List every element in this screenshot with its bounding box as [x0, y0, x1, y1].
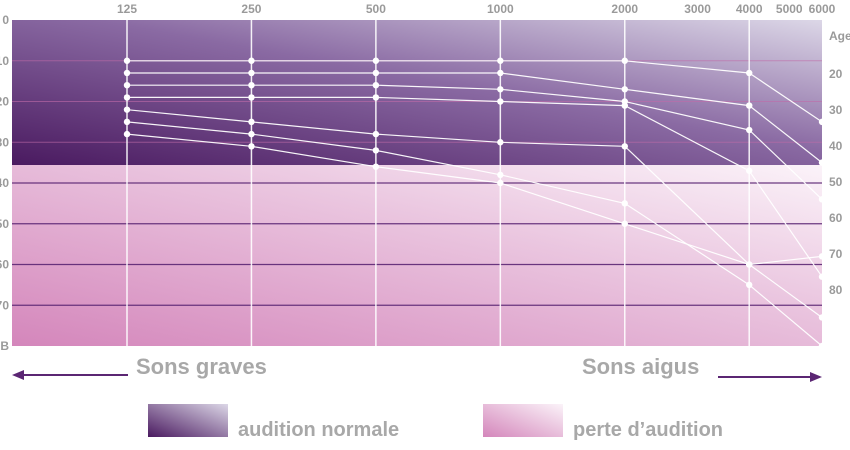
- series-3-point-4000: [746, 126, 753, 134]
- series-1-point-1000: [497, 57, 504, 64]
- series-3-point-1000: [497, 86, 504, 93]
- horizontal-gridlines: [12, 60, 822, 306]
- age-tick-80: 80: [829, 283, 843, 297]
- series-6-point-2000: [621, 200, 628, 207]
- series-3-point-125: [123, 82, 131, 89]
- age-tick-60: 60: [829, 211, 843, 225]
- series-7-point-4000: [746, 261, 753, 268]
- x-tick-4000: 4000: [736, 2, 763, 16]
- series-1-point-125: [123, 57, 131, 64]
- age-tick-50: 50: [829, 175, 843, 189]
- y-tick-0: 0: [2, 13, 9, 27]
- y-tick-70: 70: [0, 298, 9, 312]
- series-5-point-6000: [818, 314, 826, 321]
- series-5-point-250: [248, 118, 255, 126]
- series-4-point-6000: [818, 273, 826, 280]
- x-tick-2000: 2000: [611, 2, 638, 16]
- legend-label-loss: perte d’audition: [573, 419, 723, 441]
- series-7-point-2000: [621, 220, 628, 227]
- sons-graves-label: Sons graves: [136, 354, 267, 379]
- series-5-point-125: [123, 106, 131, 113]
- legend-swatch-normal: [148, 404, 228, 437]
- y-tick-10: 10: [0, 54, 9, 68]
- series-7-point-125: [123, 130, 131, 138]
- series-4-point-250: [248, 94, 255, 101]
- series-7-point-1000: [497, 179, 504, 187]
- age-tick-20: 20: [829, 67, 843, 81]
- x-tick-1000: 1000: [487, 2, 514, 16]
- y-tick-dB: dB: [0, 339, 9, 353]
- y-tick-30: 30: [0, 135, 9, 149]
- x-tick-6000: 6000: [809, 2, 836, 16]
- series-5-point-2000: [621, 143, 628, 150]
- series-1-point-6000: [818, 118, 826, 126]
- y-axis-tick-labels: 0 10 20 30 40 50 60 70 dB: [0, 13, 9, 353]
- legend-label-normal: audition normale: [238, 419, 399, 441]
- sons-aigus-label: Sons aigus: [582, 354, 699, 379]
- series-2-point-4000: [746, 102, 753, 109]
- x-tick-250: 250: [241, 2, 261, 16]
- series-4-point-1000: [497, 98, 504, 105]
- series-1-point-2000: [621, 57, 628, 64]
- series-1-point-250: [248, 57, 255, 64]
- series-2-point-6000: [818, 159, 826, 166]
- x-axis-tick-labels: 125 250 500 1000 2000 3000 4000 5000 6000: [117, 2, 836, 16]
- x-tick-5000: 5000: [776, 2, 803, 16]
- series-4-point-125: [123, 94, 131, 101]
- series-7-point-6000: [818, 253, 826, 260]
- normal-hearing-band: [12, 20, 822, 165]
- series-3-point-500: [372, 82, 380, 89]
- left-arrow-head: [12, 370, 24, 380]
- series-2-point-250: [248, 69, 255, 77]
- series-7-point-500: [372, 163, 380, 170]
- series-6-point-500: [372, 147, 380, 154]
- series-2-point-2000: [621, 86, 628, 93]
- y-tick-50: 50: [0, 217, 9, 231]
- series-5-point-1000: [497, 139, 504, 146]
- legend-swatch-loss: [483, 404, 563, 437]
- y-tick-20: 20: [0, 95, 9, 109]
- series-6-point-4000: [746, 281, 753, 289]
- series-3-point-250: [248, 82, 255, 89]
- series-6-point-1000: [497, 171, 504, 179]
- x-tick-500: 500: [366, 2, 386, 16]
- series-2-point-125: [123, 69, 131, 77]
- series-4-point-500: [372, 94, 380, 101]
- series-2-point-1000: [497, 69, 504, 77]
- series-3-point-6000: [818, 196, 826, 203]
- y-tick-40: 40: [0, 176, 9, 190]
- age-tick-70: 70: [829, 247, 843, 261]
- series-6-point-125: [123, 118, 131, 126]
- series-points: [123, 57, 826, 350]
- series-7-point-250: [248, 143, 255, 150]
- y-tick-60: 60: [0, 258, 9, 272]
- series-1-point-500: [372, 57, 380, 64]
- series-5-point-500: [372, 130, 380, 138]
- series-6-point-250: [248, 130, 255, 138]
- x-tick-125: 125: [117, 2, 137, 16]
- x-tick-3000: 3000: [684, 2, 711, 16]
- age-tick-30: 30: [829, 103, 843, 117]
- age-tick-40: 40: [829, 139, 843, 153]
- age-axis-tick-labels: 20 30 40 50 60 70 80: [829, 67, 843, 297]
- age-axis-title: Age: [829, 29, 850, 43]
- series-2-point-500: [372, 69, 380, 77]
- hearing-loss-band: [12, 165, 822, 346]
- series-1-point-4000: [746, 69, 753, 77]
- series-4-point-4000: [746, 167, 753, 174]
- series-6-point-6000: [818, 342, 826, 350]
- right-arrow-head: [810, 372, 822, 382]
- series-4-point-2000: [621, 102, 628, 109]
